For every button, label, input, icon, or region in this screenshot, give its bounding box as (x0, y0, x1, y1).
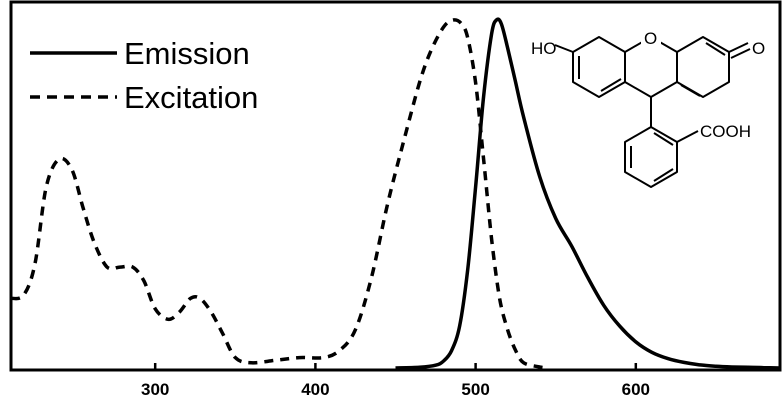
carbonyl-bond (728, 42, 749, 53)
x-tick-label-300: 300 (141, 380, 169, 399)
phenyl-double-bond-3 (653, 132, 674, 146)
legend: Emission Excitation (30, 36, 258, 115)
carbonyl-bond-2 (730, 48, 751, 59)
x-tick-label-400: 400 (301, 380, 329, 399)
x-axis-ticks: 300 400 500 600 (141, 363, 650, 399)
legend-emission-label: Emission (124, 36, 250, 71)
hydroxyl-label: HO (531, 39, 557, 58)
phenyl-ring (624, 126, 678, 188)
carboxyl-bond (676, 130, 699, 143)
right-ring-double-bond-2 (680, 84, 701, 97)
fluorescein-structure (554, 36, 751, 188)
plot-frame (9, 0, 782, 372)
left-ring (572, 36, 626, 98)
molecule-labels: O HO O COOH (531, 29, 765, 141)
phenyl-double-bond-2 (653, 168, 674, 182)
carbonyl-oxygen-label: O (752, 39, 765, 58)
ring-oxygen-mask (641, 30, 661, 46)
series-line-emission (395, 17, 781, 370)
x-tick-label-500: 500 (461, 380, 489, 399)
ring-oxygen-label: O (644, 29, 657, 48)
legend-excitation-label: Excitation (124, 80, 258, 115)
right-ring (676, 36, 730, 98)
carboxyl-label: COOH (700, 122, 751, 141)
left-ring-double-bond-2 (600, 78, 622, 92)
ho-bond (554, 44, 574, 53)
series-line-excitation (10, 18, 548, 370)
x-tick-label-600: 600 (622, 380, 650, 399)
series-layer (10, 17, 781, 370)
right-ring-double-bond (705, 42, 726, 56)
